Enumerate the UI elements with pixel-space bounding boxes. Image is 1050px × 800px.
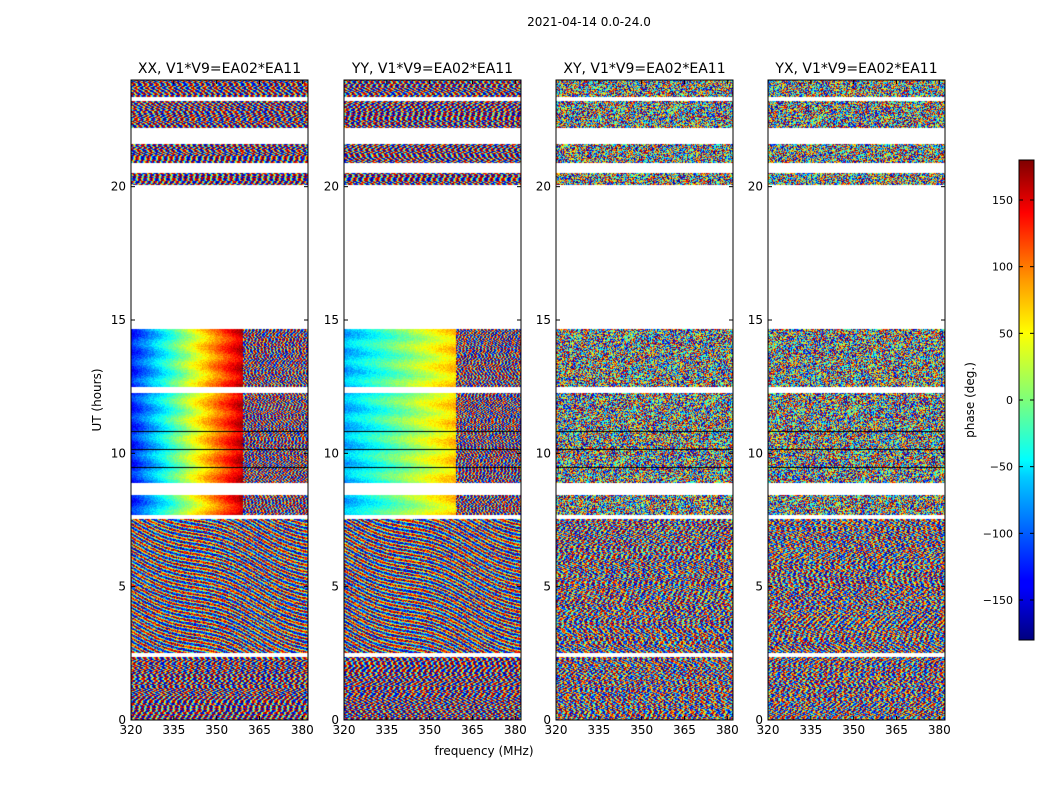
x-tick-label: 350 [630,723,653,737]
x-tick-label: 350 [418,723,441,737]
y-tick-label: 0 [755,713,763,727]
x-tick-label: 320 [757,723,780,737]
x-tick-label: 350 [842,723,865,737]
panel-title: XX, V1*V9=EA02*EA11 [138,61,301,77]
y-tick-label: 20 [536,180,551,194]
panel-2: YY, V1*V9=EA02*EA11 320 335 350 365 380 0 5 10 15… [324,61,527,737]
panel-frame [130,79,309,721]
x-tick-label: 365 [885,723,908,737]
y-tick-label: 0 [543,713,551,727]
y-tick-label: 5 [755,580,763,594]
colorbar-tick-label: −100 [983,527,1013,540]
panel-frame [767,79,946,721]
y-axis-label: UT (hours) [90,368,104,431]
panel-1: XX, V1*V9=EA02*EA11 320 335 350 365 380 0 5 10 15… [111,61,314,737]
y-tick-label: 5 [331,580,339,594]
colorbar-tick-label: 100 [992,261,1013,274]
y-tick-label: 5 [543,580,551,594]
panel-heatmap [768,80,945,720]
colorbar: −150 −100 −50 0 50 100 150 [983,159,1035,641]
y-tick-label: 15 [111,313,126,327]
colorbar-tick-label: 150 [992,194,1013,207]
x-tick-label: 320 [545,723,568,737]
panel-3: XY, V1*V9=EA02*EA11 320 335 350 365 380 0 5 10 15… [536,61,739,737]
x-tick-label: 365 [673,723,696,737]
x-tick-label: 335 [375,723,398,737]
x-tick-label: 335 [162,723,185,737]
x-tick-label: 380 [291,723,314,737]
panel-title: YY, V1*V9=EA02*EA11 [351,61,513,77]
x-tick-label: 320 [120,723,143,737]
y-tick-label: 15 [536,313,551,327]
panel-frame [555,79,734,721]
panel-heatmap [556,80,733,720]
x-tick-label: 380 [504,723,527,737]
panel-title: YX, V1*V9=EA02*EA11 [774,61,937,77]
x-tick-label: 380 [928,723,951,737]
panel-heatmap [344,80,521,720]
y-tick-label: 10 [748,446,763,460]
y-tick-label: 0 [331,713,339,727]
y-tick-label: 10 [536,446,551,460]
figure-suptitle: 2021-04-14 0.0-24.0 [527,15,651,29]
x-tick-label: 335 [799,723,822,737]
colorbar-tick-label: −50 [990,461,1013,474]
x-axis-label: frequency (MHz) [434,744,533,758]
panel-title: XY, V1*V9=EA02*EA11 [563,61,725,77]
x-tick-label: 350 [205,723,228,737]
colorbar-ticks: −150 −100 −50 0 50 100 150 [983,194,1034,607]
y-tick-label: 15 [748,313,763,327]
panel-heatmap [131,80,308,720]
x-tick-label: 335 [587,723,610,737]
panel-group: XX, V1*V9=EA02*EA11 320 335 350 365 380 0 5 10 15… [111,61,951,737]
y-tick-label: 0 [118,713,126,727]
y-tick-label: 20 [111,180,126,194]
y-tick-label: 20 [748,180,763,194]
colorbar-tick-label: 50 [999,327,1013,340]
y-tick-label: 5 [118,580,126,594]
x-tick-label: 365 [248,723,271,737]
x-tick-label: 380 [716,723,739,737]
colorbar-tick-label: −150 [983,594,1013,607]
x-tick-label: 320 [333,723,356,737]
colorbar-tick-label: 0 [1006,394,1013,407]
panel-4: YX, V1*V9=EA02*EA11 320 335 350 365 380 0 5 10 15… [748,61,951,737]
y-tick-label: 15 [324,313,339,327]
y-tick-label: 20 [324,180,339,194]
panel-frame [343,79,522,721]
y-tick-label: 10 [111,446,126,460]
y-tick-label: 10 [324,446,339,460]
x-tick-label: 365 [461,723,484,737]
colorbar-label: phase (deg.) [963,362,977,438]
